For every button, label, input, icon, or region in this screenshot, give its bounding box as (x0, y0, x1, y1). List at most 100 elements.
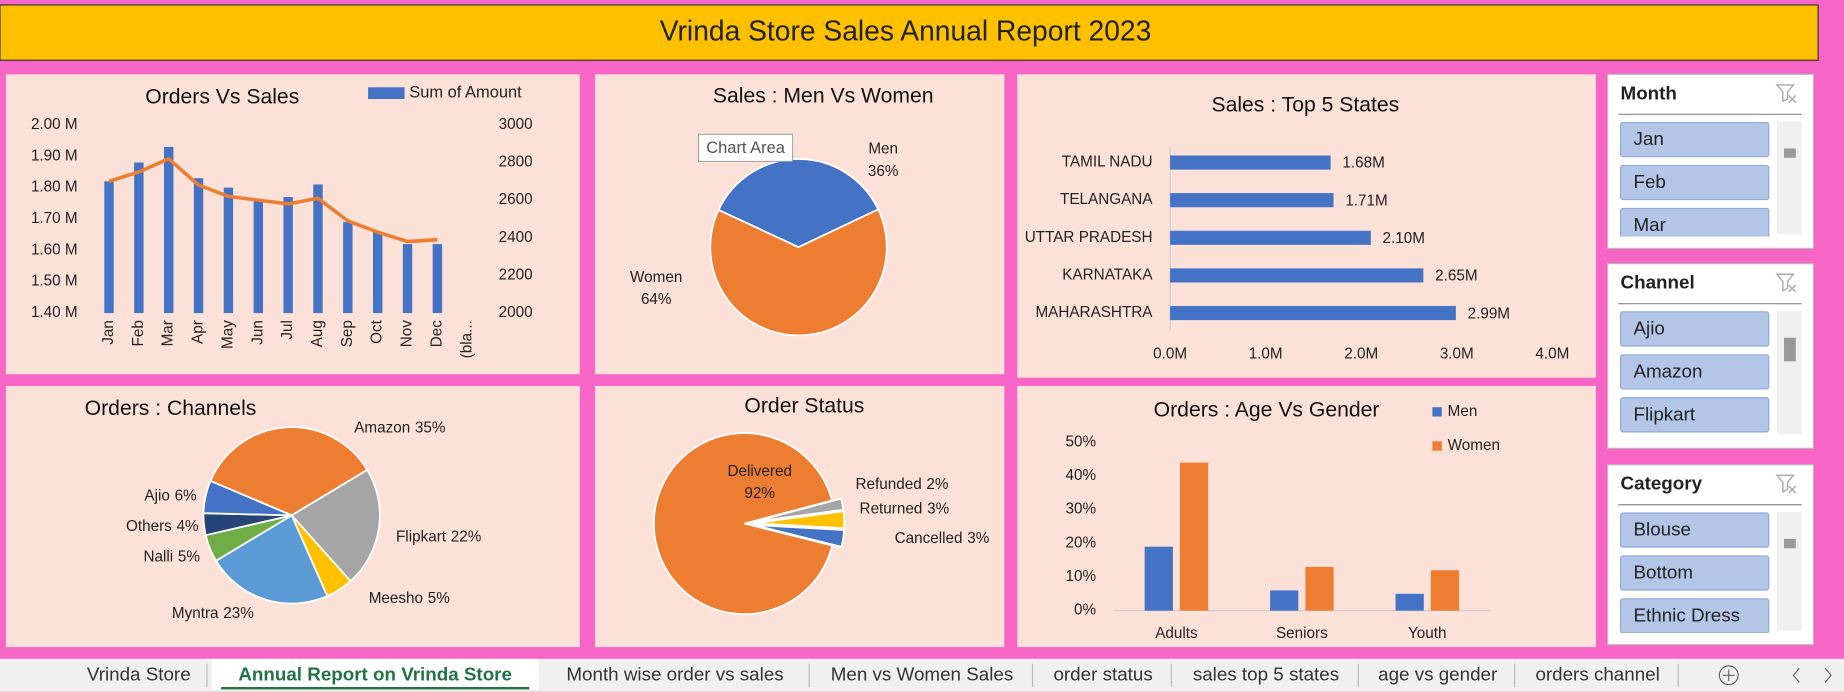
pie-slice (753, 497, 845, 523)
slicer-item[interactable] (1619, 207, 1770, 242)
pie-slice (214, 514, 329, 605)
bar (193, 178, 204, 314)
x-tick-label: 0.0M (1153, 345, 1187, 362)
data-label-value: 5% (428, 590, 450, 607)
slicer-items: Jan Feb Mar (1619, 121, 1770, 242)
data-label: 1.71M (1345, 192, 1387, 209)
x-tick-label: Feb (130, 320, 147, 346)
slicer-scrollbar (1776, 511, 1802, 631)
data-label-value: 22% (451, 529, 482, 546)
pie-slice (290, 468, 381, 583)
sheet-tab[interactable]: age vs gender (1378, 663, 1497, 684)
slicer-title: Month (1621, 82, 1677, 103)
data-label: Returned 3% (860, 500, 950, 517)
sheet-tab[interactable]: Vrinda Store (87, 663, 191, 684)
bar (1170, 306, 1456, 321)
slicer-scroll-thumb[interactable] (1784, 148, 1796, 158)
slicer-scroll-thumb[interactable] (1784, 538, 1796, 549)
slicer-item-label: Mar (1633, 214, 1665, 235)
chart-title: Orders Vs Sales (145, 85, 299, 108)
data-label-value: 5% (178, 549, 200, 566)
slicer-item[interactable] (1619, 512, 1770, 548)
data-label-name: Others (126, 518, 172, 535)
bar (313, 184, 323, 314)
clear-filter-icon[interactable] (1775, 474, 1797, 494)
y-tick-label: UTTAR PRADESH (1025, 229, 1153, 246)
bar (1170, 193, 1334, 208)
x-tick-label: Aug (309, 320, 326, 347)
scroll-right[interactable] (1824, 667, 1832, 683)
y-tick-label: 2.00 M (31, 116, 78, 133)
data-label-name: Nalli (143, 549, 173, 566)
active-tab[interactable] (211, 658, 539, 690)
data-label-value: 4% (177, 518, 199, 535)
slicer-item[interactable] (1619, 598, 1770, 633)
data-label-value: 35% (415, 419, 446, 436)
sheet-tab[interactable]: Annual Report on Vrinda Store (238, 663, 512, 684)
data-label-name: Amazon (354, 419, 410, 436)
bar (223, 187, 234, 314)
clear-filter-icon[interactable] (1775, 273, 1797, 293)
slicer-scroll-thumb[interactable] (1784, 337, 1796, 362)
slicer-scrollbar (1776, 121, 1802, 235)
slicer-title: Category (1621, 473, 1703, 494)
bar (1170, 155, 1331, 170)
slicer-item[interactable] (1619, 164, 1770, 201)
bar (1395, 593, 1424, 611)
y-tick-label: TAMIL NADU (1062, 154, 1153, 171)
data-label: Myntra 23% (172, 605, 254, 622)
sheet-tab[interactable]: order status (1053, 663, 1152, 684)
slicer-item-label: Ethnic Dress (1633, 604, 1740, 625)
x-tick-label: Seniors (1276, 625, 1328, 642)
y2-tick-label: 3000 (499, 116, 533, 133)
sheet-tab[interactable]: orders channel (1535, 663, 1659, 684)
y-tick-label: 50% (1065, 433, 1096, 450)
bar (1270, 590, 1299, 611)
bar (1170, 230, 1371, 245)
pie-slice (753, 524, 846, 548)
bar (402, 244, 413, 314)
slicer-item[interactable] (1619, 555, 1770, 591)
chart-title: Sales : Top 5 States (1211, 94, 1399, 117)
y-tick-label: TELANGANA (1060, 191, 1153, 208)
data-label: Meesho 5% (369, 590, 451, 607)
slicer-item[interactable] (1619, 397, 1770, 433)
slicer-scrollbar (1776, 310, 1802, 435)
x-tick-label: Oct (369, 319, 386, 344)
pie-slice (709, 208, 888, 337)
tooltip: Chart Area (706, 139, 785, 157)
data-label: 1.68M (1342, 155, 1384, 172)
slicer-item[interactable] (1619, 311, 1770, 347)
add-sheet-button[interactable] (1718, 665, 1739, 686)
sheet-tab[interactable]: Men vs Women Sales (831, 663, 1013, 684)
clear-filter-icon[interactable] (1775, 84, 1797, 104)
x-tick-label: Apr (190, 320, 207, 344)
legend-swatch (1432, 407, 1442, 417)
pie-slice (717, 158, 880, 249)
data-label: 2.99M (1468, 305, 1510, 322)
slicer-items: Blouse Bottom Ethnic Dress (1619, 512, 1770, 633)
panel (1017, 74, 1596, 378)
tooltip-box (698, 133, 794, 162)
bar (134, 162, 144, 314)
sheet-tab[interactable]: Month wise order vs sales (566, 663, 783, 684)
slicer-item[interactable] (1619, 121, 1770, 158)
data-label-value: 3% (927, 500, 949, 517)
bar (253, 200, 263, 314)
slicer-item-label: Bottom (1633, 562, 1693, 583)
data-label-name: Delivered (727, 463, 791, 480)
header-bar (0, 4, 1819, 61)
y2-tick-label: 2200 (499, 266, 533, 283)
data-label-name: Women (630, 269, 682, 286)
y-tick-label: 10% (1065, 568, 1096, 585)
data-label-value: 3% (967, 530, 989, 547)
scroll-left[interactable] (1792, 667, 1800, 683)
slicer-item[interactable] (1619, 354, 1770, 390)
legend-label: Men (1448, 403, 1478, 420)
data-label-name: Myntra (172, 605, 219, 622)
data-label: Nalli 5% (143, 549, 200, 566)
x-tick-label: Mar (160, 320, 177, 346)
data-label-name: Meesho (369, 590, 423, 607)
sheet-tab[interactable]: sales top 5 states (1193, 663, 1339, 684)
